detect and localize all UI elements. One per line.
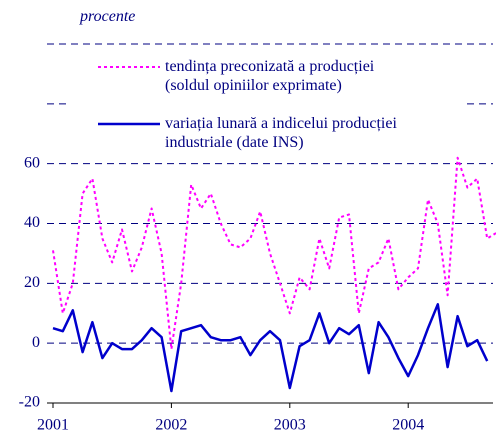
legend-label: tendința preconizată a producției (soldu… [165, 58, 375, 94]
y-tick-label: 60 [24, 154, 40, 171]
y-tick-label: 0 [32, 334, 40, 351]
y-tick-label: 40 [24, 214, 40, 231]
y-tick-label: -20 [19, 394, 40, 411]
x-tick-label: 2004 [392, 417, 424, 434]
x-tick-label: 2002 [155, 417, 187, 434]
x-tick-label: 2003 [274, 417, 306, 434]
y-tick-label: 20 [24, 274, 40, 291]
unit-label: procente [80, 8, 136, 25]
series-line [52, 156, 496, 351]
x-tick-label: 2001 [37, 417, 69, 434]
legend-label: variația lunară a indicelui producției i… [165, 115, 397, 151]
series-line [52, 303, 489, 393]
legend-box [70, 52, 466, 158]
